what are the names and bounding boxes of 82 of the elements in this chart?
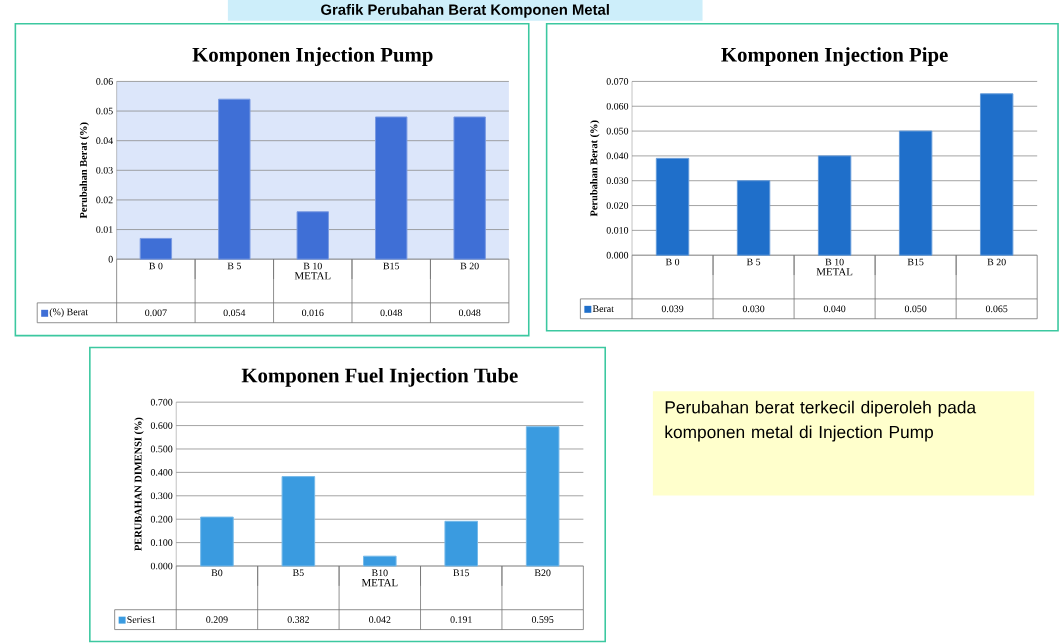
x-axis-title: METAL bbox=[294, 271, 331, 280]
y-tick-label: 0.000 bbox=[606, 251, 629, 259]
y-tick-label: 0.02 bbox=[96, 196, 113, 204]
text: Grafik Perubahan Berat Komponen Metal bbox=[321, 3, 609, 18]
y-tick-label: 0.100 bbox=[150, 539, 173, 546]
bar bbox=[296, 211, 329, 260]
chart-title: Komponen Injection Pump bbox=[192, 46, 433, 66]
bar bbox=[218, 98, 251, 260]
x-tick-label: B 5 bbox=[746, 258, 761, 266]
bar bbox=[200, 516, 234, 567]
data-label: 0.048 bbox=[380, 309, 402, 316]
data-label: 0.042 bbox=[369, 616, 391, 623]
y-tick-label: 0.06 bbox=[96, 77, 113, 85]
x-axis-title: METAL bbox=[816, 267, 853, 276]
bar bbox=[655, 157, 690, 256]
x-axis-title: METAL bbox=[361, 578, 398, 586]
y-tick-label: 0.01 bbox=[96, 225, 113, 233]
data-label: 0.209 bbox=[206, 616, 228, 623]
x-tick-label: B15 bbox=[907, 258, 924, 266]
x-tick-label: B15 bbox=[453, 569, 470, 576]
y-tick-label: 0.000 bbox=[150, 562, 173, 570]
bar bbox=[453, 116, 486, 260]
bar bbox=[898, 130, 933, 256]
data-label: 0.382 bbox=[287, 616, 309, 623]
x-tick-label: B 0 bbox=[149, 262, 163, 270]
y-tick-label: 0.03 bbox=[96, 166, 113, 174]
bar bbox=[375, 116, 408, 260]
y-tick-label: 0.060 bbox=[606, 102, 629, 110]
y-axis-title: Perubahan Berat (%) bbox=[590, 120, 600, 217]
x-tick-label: B 10 bbox=[303, 262, 322, 270]
legend-label: Series1 bbox=[127, 616, 156, 623]
data-label: 0.054 bbox=[223, 309, 246, 316]
x-tick-label: B 0 bbox=[665, 258, 680, 266]
legend-label: Berat bbox=[592, 305, 614, 312]
y-tick-label: 0.040 bbox=[606, 152, 629, 160]
bar bbox=[979, 93, 1014, 256]
bar bbox=[281, 475, 316, 567]
legend-label: (%) Berat bbox=[49, 308, 88, 318]
y-tick-label: 0.05 bbox=[96, 107, 113, 115]
y-tick-label: 0.070 bbox=[606, 77, 629, 85]
data-label: 0.065 bbox=[985, 305, 1008, 312]
y-tick-label: 0 bbox=[108, 255, 113, 263]
bar bbox=[139, 237, 173, 260]
y-axis-title: Perubahan Berat (%) bbox=[79, 122, 90, 219]
data-label: 0.048 bbox=[458, 309, 481, 316]
y-tick-label: 0.010 bbox=[606, 226, 629, 234]
data-label: 0.016 bbox=[302, 309, 324, 316]
y-tick-label: 0.020 bbox=[606, 201, 629, 209]
y-tick-label: 0.030 bbox=[606, 177, 629, 184]
data-label: 0.040 bbox=[823, 305, 846, 312]
chart-title: Komponen Injection Pipe bbox=[721, 46, 948, 66]
x-tick-label: B20 bbox=[534, 569, 551, 576]
x-tick-label: B15 bbox=[383, 262, 400, 270]
data-label: 0.595 bbox=[531, 616, 554, 623]
y-tick-label: 0.050 bbox=[606, 127, 629, 135]
y-tick-label: 0.700 bbox=[150, 398, 173, 406]
x-tick-label: B 20 bbox=[987, 258, 1006, 266]
chart-title: Komponen Fuel Injection Tube bbox=[241, 367, 518, 387]
x-tick-label: B5 bbox=[292, 569, 304, 576]
x-tick-label: B10 bbox=[371, 569, 388, 576]
x-tick-label: B 10 bbox=[825, 258, 844, 266]
data-label: 0.050 bbox=[904, 305, 927, 312]
bar bbox=[444, 520, 479, 567]
bar bbox=[525, 426, 560, 567]
x-tick-label: B0 bbox=[211, 569, 223, 576]
data-label: 0.039 bbox=[661, 305, 684, 312]
data-label: 0.007 bbox=[145, 309, 167, 316]
bar bbox=[817, 155, 852, 256]
x-tick-label: B 20 bbox=[460, 262, 479, 270]
y-tick-label: 0.300 bbox=[150, 492, 173, 499]
y-tick-label: 0.400 bbox=[150, 468, 173, 476]
x-tick-label: B 5 bbox=[227, 262, 241, 269]
data-label: 0.030 bbox=[742, 305, 765, 312]
y-tick-label: 0.200 bbox=[150, 515, 173, 523]
text: Perubahan berat terkecil diperoleh pada komponen metal di Injection Pump bbox=[665, 400, 977, 442]
bar bbox=[363, 555, 397, 567]
data-label: 0.191 bbox=[450, 616, 472, 623]
y-tick-label: 0.500 bbox=[150, 445, 173, 453]
y-tick-label: 0.600 bbox=[150, 421, 173, 429]
y-axis-title: PERUBAHAN DIMENSI (%) bbox=[134, 417, 144, 551]
y-tick-label: 0.04 bbox=[96, 137, 113, 144]
bar bbox=[736, 179, 771, 256]
